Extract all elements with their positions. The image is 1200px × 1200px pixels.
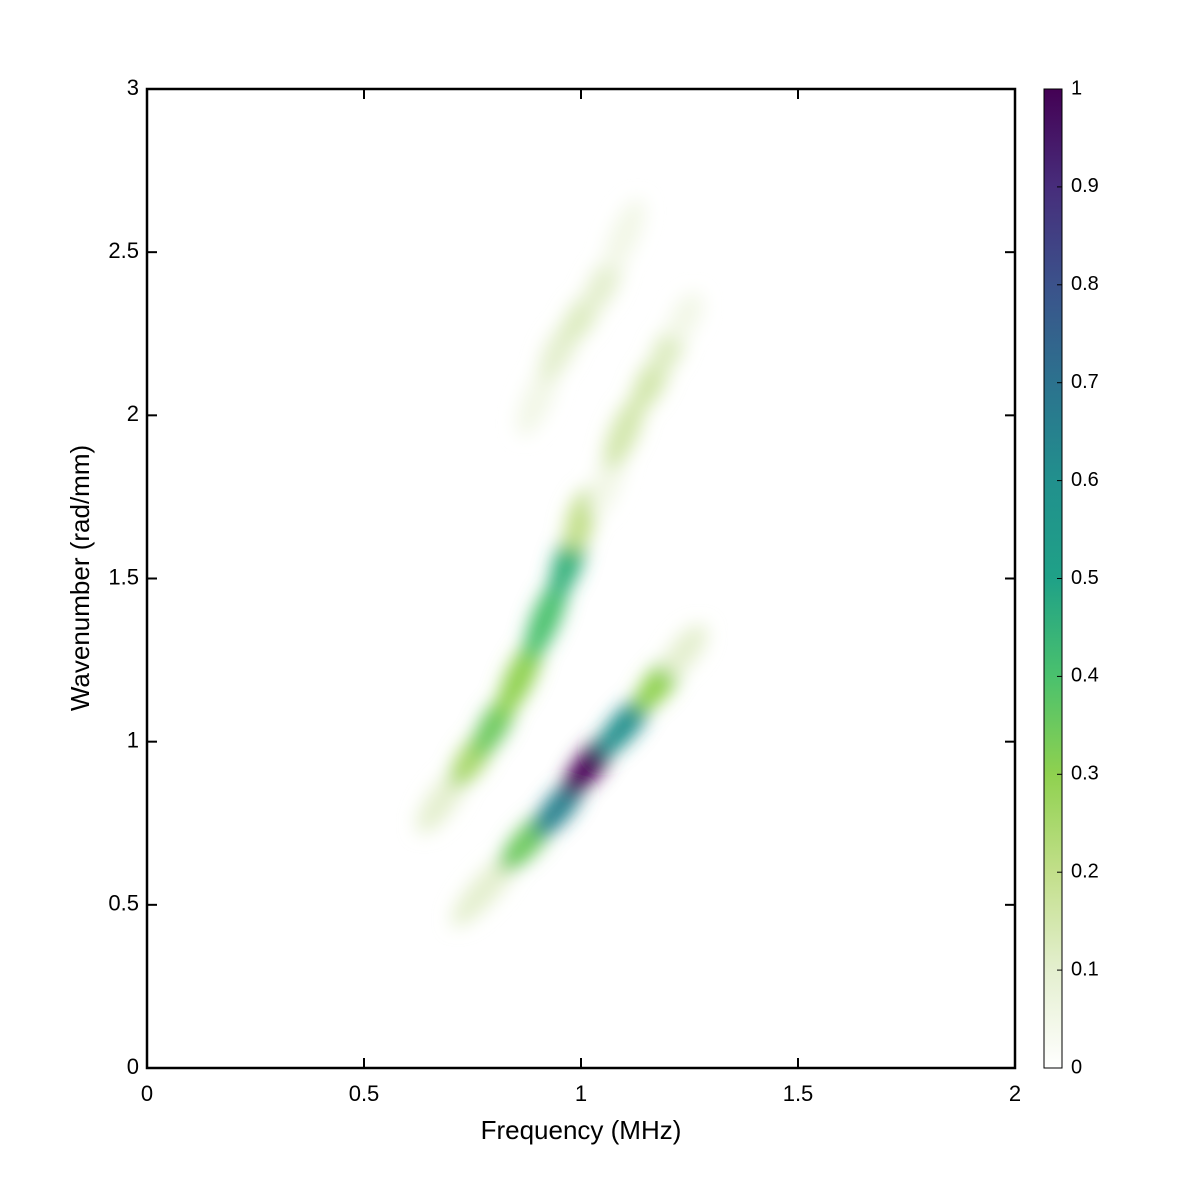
colorbar-tick-label: 0.1 [1071, 958, 1099, 980]
x-tick-label: 0.5 [349, 1081, 380, 1106]
y-tick-label: 1.5 [108, 564, 139, 589]
colorbar-tick-label: 0.6 [1071, 469, 1099, 491]
colorbar-tick-label: 1 [1071, 77, 1082, 99]
x-axis-label: Frequency (MHz) [481, 1115, 682, 1145]
x-tick-label: 2 [1009, 1081, 1021, 1106]
y-tick-label: 0.5 [108, 891, 139, 916]
colorbar-tick-label: 0.3 [1071, 763, 1099, 785]
y-tick-label: 0 [127, 1054, 139, 1079]
heat-cell [667, 292, 704, 343]
colorbar-tick-label: 0.5 [1071, 567, 1099, 589]
colorbar-tick-label: 0.7 [1071, 371, 1099, 393]
colorbar-tick-label: 0 [1071, 1056, 1082, 1078]
colorbar-tick-label: 0.4 [1071, 665, 1099, 687]
y-tick-label: 2.5 [108, 238, 139, 263]
y-tick-label: 1 [127, 727, 139, 752]
y-axis-label: Wavenumber (rad/mm) [65, 445, 95, 711]
colorbar-tick-label: 0.8 [1071, 273, 1099, 295]
heat-cell [662, 624, 708, 677]
heatmap [416, 198, 708, 927]
y-tick-label: 3 [127, 75, 139, 100]
heatmap-blur [416, 198, 708, 927]
x-tick-label: 0 [141, 1081, 153, 1106]
colorbar-tick-label: 0.2 [1071, 860, 1099, 882]
colorbar-tick-label: 0.9 [1071, 175, 1099, 197]
y-tick-label: 2 [127, 401, 139, 426]
heat-cell [603, 198, 646, 273]
x-tick-label: 1 [575, 1081, 587, 1106]
plot-frame [145, 87, 1017, 1070]
x-tick-label: 1.5 [783, 1081, 814, 1106]
